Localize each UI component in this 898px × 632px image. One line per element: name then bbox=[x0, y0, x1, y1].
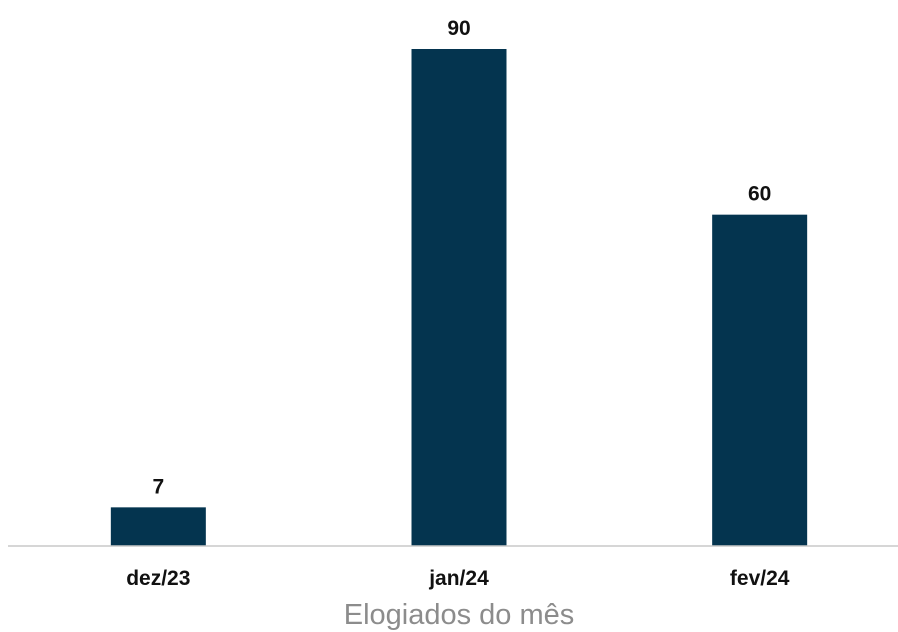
x-tick-label-fev-24: fev/24 bbox=[730, 567, 790, 590]
x-tick-label-jan-24: jan/24 bbox=[428, 567, 489, 590]
x-tick-label-dez-23: dez/23 bbox=[126, 567, 190, 590]
bar-fev-24 bbox=[712, 214, 808, 546]
data-label-jan-24: 90 bbox=[447, 17, 470, 40]
x-tick-labels-group: dez/23 jan/24 fev/24 bbox=[126, 567, 790, 590]
x-axis-title: Elogiados do mês bbox=[344, 599, 575, 631]
data-labels-group: 7 90 60 bbox=[152, 17, 771, 498]
bar-jan-24 bbox=[411, 49, 507, 546]
data-label-dez-23: 7 bbox=[152, 475, 164, 498]
bars-group bbox=[110, 49, 808, 546]
bar-dez-23 bbox=[110, 507, 206, 546]
data-label-fev-24: 60 bbox=[748, 183, 771, 206]
